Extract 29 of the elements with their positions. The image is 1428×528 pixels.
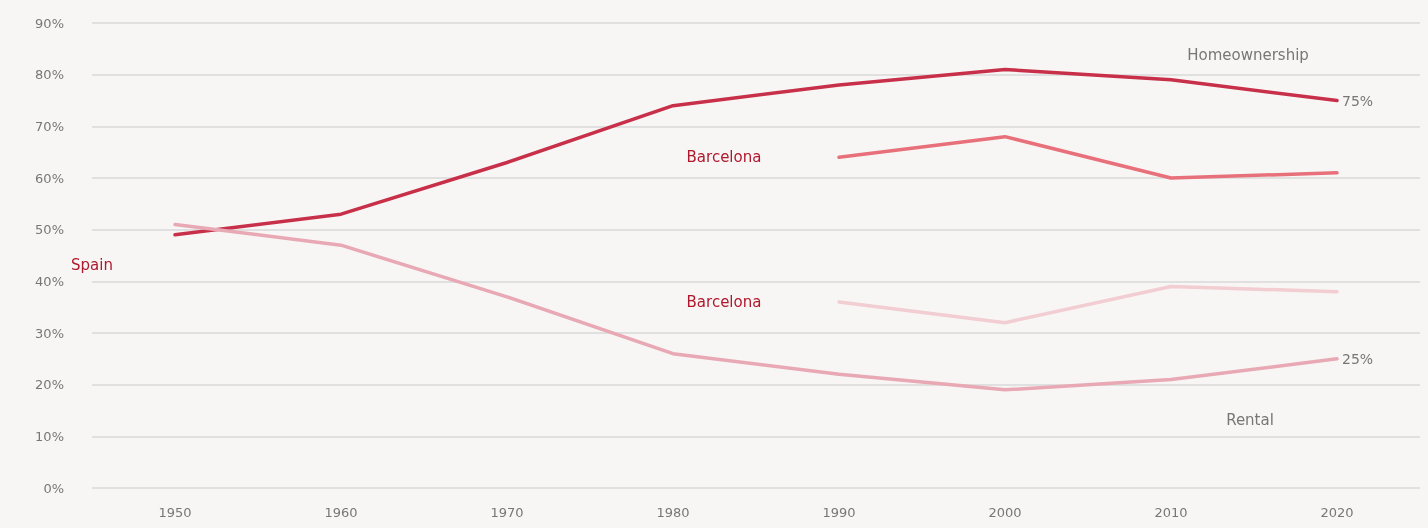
y-tick-label: 30% xyxy=(35,325,64,341)
y-tick-label: 20% xyxy=(35,377,64,393)
data-label: 25% xyxy=(1342,350,1374,367)
annotation: Spain xyxy=(71,256,113,274)
x-tick-label: 1990 xyxy=(822,505,856,520)
x-tick-label: 1980 xyxy=(656,505,690,520)
line-series xyxy=(173,67,1339,237)
x-tick-label: 1970 xyxy=(490,505,524,520)
line-series xyxy=(837,134,1339,180)
y-tick-label: 50% xyxy=(35,222,64,238)
y-tick-label: 80% xyxy=(35,67,64,83)
y-tick-label: 60% xyxy=(35,170,64,186)
x-tick-label: 2010 xyxy=(1154,505,1188,520)
line-series xyxy=(837,284,1339,325)
annotation: Rental xyxy=(1226,411,1274,429)
x-tick-label: 2000 xyxy=(988,505,1022,520)
x-tick-label: 1950 xyxy=(158,505,192,520)
y-tick-label: 10% xyxy=(35,428,64,444)
annotation: Homeownership xyxy=(1187,46,1309,64)
annotation: Barcelona xyxy=(686,148,762,166)
y-tick-label: 40% xyxy=(35,273,64,289)
y-tick-label: 90% xyxy=(35,15,64,31)
line-series xyxy=(173,222,1339,392)
y-tick-label: 70% xyxy=(35,118,64,134)
data-label: 75% xyxy=(1342,92,1374,109)
x-tick-label: 2020 xyxy=(1320,505,1354,520)
y-tick-label: 0% xyxy=(43,480,64,496)
annotation: Barcelona xyxy=(686,293,762,311)
x-tick-label: 1960 xyxy=(324,505,358,520)
